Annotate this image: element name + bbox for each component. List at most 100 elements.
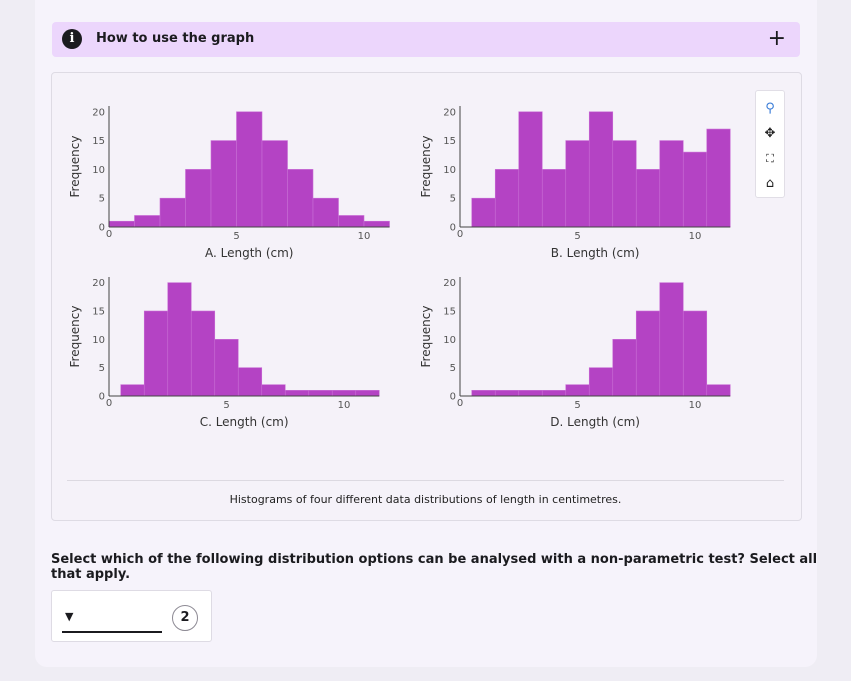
x-tick-label: 10 [338,400,351,411]
histogram-bar [494,390,520,397]
x-tick-label: 5 [223,400,229,411]
x-tick-label: 0 [106,398,112,409]
histogram-bar [120,384,145,397]
x-tick-label: 0 [457,229,463,240]
histogram-bar [706,128,731,228]
answer-dropdown[interactable]: ▼ [62,605,162,633]
histogram-bar [236,111,263,228]
caret-down-icon: ▼ [65,610,74,623]
expand-icon[interactable]: + [767,26,786,51]
histogram-bar [565,384,590,397]
zoom-icon[interactable]: ⚲ [765,101,775,116]
histogram-bar [312,197,339,228]
y-tick-label: 0 [99,392,105,403]
x-tick-label: 0 [457,398,463,409]
y-tick-label: 15 [443,136,456,147]
histogram-bar [659,140,684,228]
answer-number-badge: 2 [172,605,198,631]
histogram-bar [518,111,543,228]
histogram-bar [190,310,216,397]
histogram-bar [541,390,567,397]
y-axis-title: Frequency [68,306,82,368]
histogram-bar [471,197,496,228]
histogram-bar [612,140,637,228]
y-tick-label: 0 [450,392,456,403]
y-tick-label: 15 [92,307,105,318]
y-tick-label: 5 [99,194,105,205]
x-axis-title: D. Length (cm) [550,415,640,429]
accordion-title: How to use the graph [96,31,255,46]
y-tick-label: 20 [92,107,105,118]
y-tick-label: 15 [443,307,456,318]
histogram-bar [635,310,661,397]
histogram-bar [338,215,365,228]
histogram-bar [167,282,192,397]
how-to-use-graph-accordion[interactable]: i How to use the graph + [52,22,800,57]
y-tick-label: 15 [92,136,105,147]
y-axis-title: Frequency [419,136,433,198]
histogram-bar [588,367,614,397]
histogram-bar [363,220,390,228]
histogram-bar [185,169,212,228]
answer-box: ▼ 2 [51,590,212,642]
histogram-bar [541,169,567,228]
x-axis-title: B. Length (cm) [551,246,640,260]
y-tick-label: 0 [450,223,456,234]
info-icon: i [62,29,82,49]
y-tick-label: 20 [443,278,456,289]
histogram-bar [210,140,237,228]
histogram-bar [308,390,333,397]
x-tick-label: 10 [689,400,702,411]
histogram-bar [518,390,543,397]
y-axis-title: Frequency [419,306,433,368]
x-tick-label: 5 [574,231,580,242]
histogram-bar [682,310,708,397]
x-tick-label: 10 [358,231,371,242]
histogram-bar [355,390,380,397]
pan-icon[interactable]: ✥ [764,126,776,141]
histogram-bar [284,390,310,397]
histogram-bar [612,339,637,397]
y-tick-label: 5 [99,363,105,374]
histogram-bar [331,390,357,397]
y-tick-label: 0 [99,223,105,234]
caption-divider [67,480,784,481]
histogram-bar [635,169,661,228]
histogram-bar [237,367,263,397]
histogram-bar [588,111,614,228]
y-tick-label: 5 [450,194,456,205]
home-icon[interactable]: ⌂ [765,176,775,191]
histogram-bar [659,282,684,397]
histogram-bar [214,339,239,397]
y-tick-label: 20 [443,107,456,118]
y-tick-label: 20 [92,278,105,289]
y-tick-label: 10 [92,165,105,176]
histogram-bar [108,220,135,228]
figure-caption: Histograms of four different data distri… [229,493,622,506]
histogram-bar [261,140,288,228]
y-tick-label: 10 [443,335,456,346]
x-tick-label: 5 [233,231,239,242]
y-tick-label: 10 [92,335,105,346]
histogram-bar [494,169,520,228]
histogram-bar [682,151,708,228]
plot-modebar: ⚲ ✥ ⛶ ⌂ [755,90,785,198]
x-axis-title: C. Length (cm) [200,415,289,429]
histogram-bar [261,384,286,397]
y-axis-title: Frequency [68,136,82,198]
histogram-bar [706,384,731,397]
y-tick-label: 5 [450,363,456,374]
x-tick-label: 5 [574,400,580,411]
x-tick-label: 10 [689,231,702,242]
x-tick-label: 0 [106,229,112,240]
histogram-bar [471,390,496,397]
x-axis-title: A. Length (cm) [205,246,293,260]
y-tick-label: 10 [443,165,456,176]
histogram-bar [134,215,161,228]
autoscale-icon[interactable]: ⛶ [766,152,774,165]
histogram-bar [159,197,186,228]
histogram-bar [143,310,169,397]
question-text: Select which of the following distributi… [51,552,818,582]
histogram-bar [287,169,314,228]
